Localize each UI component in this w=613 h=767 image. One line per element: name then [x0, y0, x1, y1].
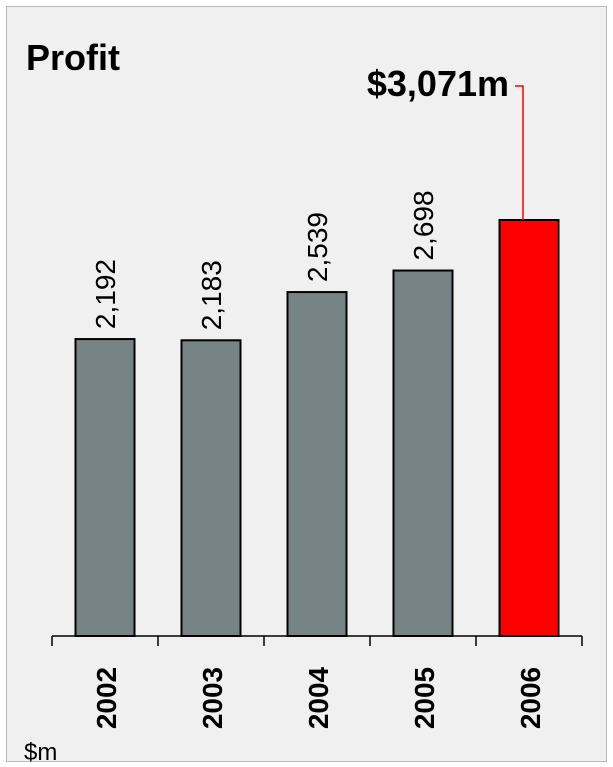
category-label-2002: 2002: [91, 667, 122, 729]
bar-2005: [392, 269, 454, 637]
data-labels-layer: 2,192 2002 2,183 2003 2,539 2004 2,698 2005 2006…: [90, 63, 546, 729]
bars-layer: [74, 219, 560, 637]
bar-2002: [74, 338, 136, 637]
category-label-2004: 2004: [303, 666, 334, 729]
value-label-2003: 2,183: [196, 260, 227, 330]
value-label-2002: 2,192: [90, 259, 121, 329]
value-label-2004: 2,539: [302, 212, 333, 282]
unit-label: $m: [24, 739, 57, 766]
bar-2003: [180, 339, 242, 637]
category-label-2003: 2003: [197, 667, 228, 729]
category-label-2005: 2005: [409, 667, 440, 729]
value-label-2005: 2,698: [408, 190, 439, 260]
highlight-leader-line: [515, 85, 524, 220]
highlight-value-label: $3,071m: [367, 63, 509, 104]
bar-2004: [286, 291, 348, 637]
category-label-2006: 2006: [515, 667, 546, 729]
chart-title: Profit: [26, 37, 120, 78]
x-axis: [51, 635, 583, 646]
bar-2006: [498, 219, 560, 637]
